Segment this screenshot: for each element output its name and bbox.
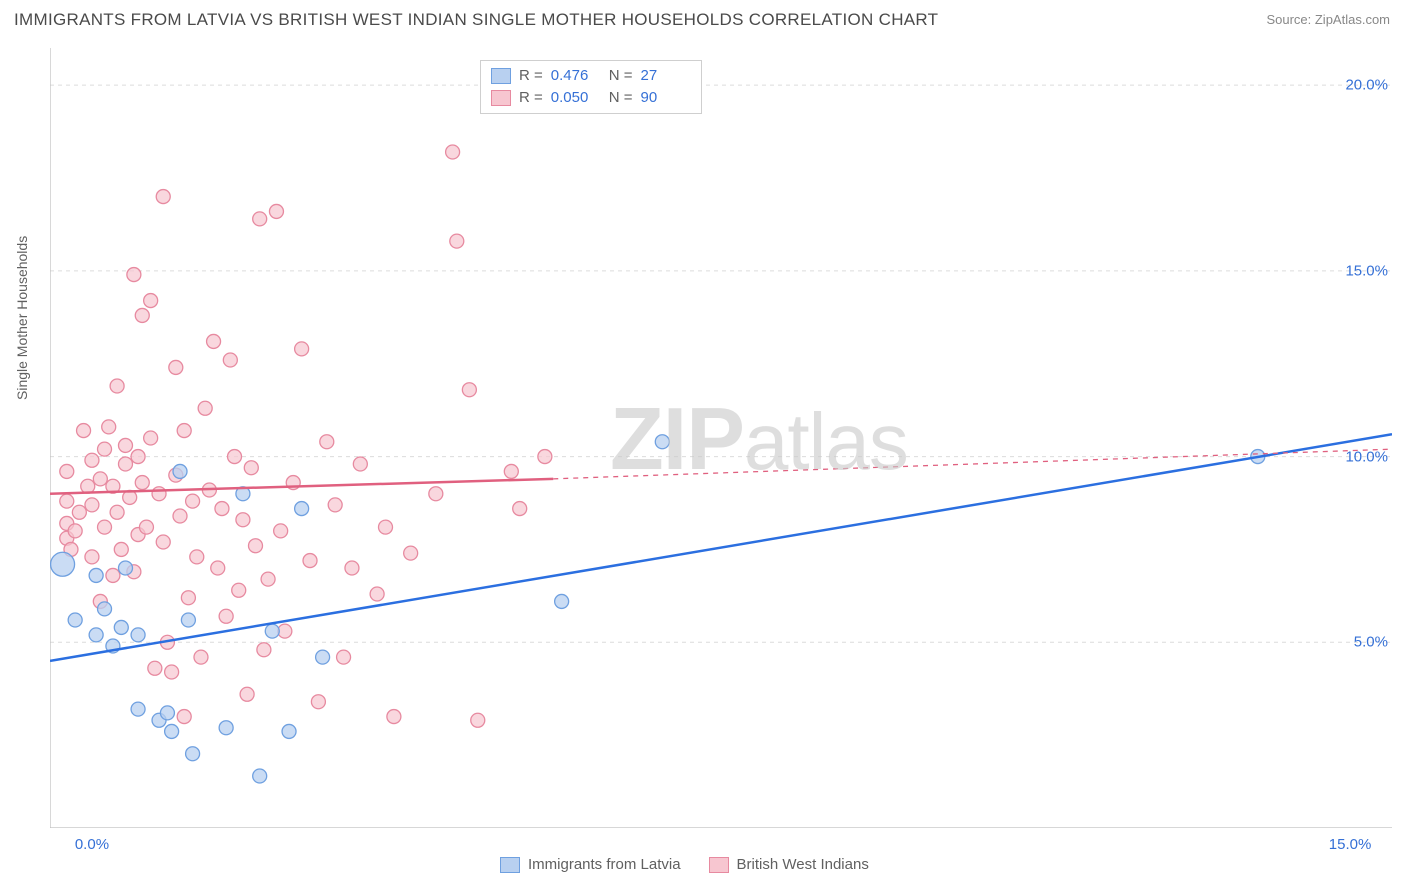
stats-legend: R = 0.476 N = 27 R = 0.050 N = 90 [480, 60, 702, 114]
r-value: 0.050 [551, 87, 601, 109]
chart-area: ZIPatlas R = 0.476 N = 27 R = 0.050 N = … [50, 48, 1392, 828]
series-legend-item: Immigrants from Latvia [500, 856, 681, 873]
legend-swatch [709, 857, 729, 873]
stats-legend-row: R = 0.050 N = 90 [491, 87, 691, 109]
n-value: 27 [641, 65, 691, 87]
y-tick-label: 10.0% [1345, 448, 1388, 465]
y-tick-label: 5.0% [1354, 634, 1388, 651]
legend-swatch [491, 68, 511, 84]
y-tick-label: 15.0% [1345, 262, 1388, 279]
series-legend-item: British West Indians [709, 856, 869, 873]
legend-swatch [491, 90, 511, 106]
scatter-chart [50, 48, 1392, 828]
stats-legend-row: R = 0.476 N = 27 [491, 65, 691, 87]
series-label: British West Indians [737, 856, 869, 873]
n-value: 90 [641, 87, 691, 109]
n-label: N = [609, 65, 633, 87]
series-label: Immigrants from Latvia [528, 856, 681, 873]
source-attribution: Source: ZipAtlas.com [1266, 12, 1390, 27]
series-legend: Immigrants from Latvia British West India… [500, 856, 897, 877]
y-tick-label: 20.0% [1345, 77, 1388, 94]
r-value: 0.476 [551, 65, 601, 87]
y-axis-label: Single Mother Households [14, 236, 30, 400]
x-tick-label: 15.0% [1329, 836, 1372, 853]
chart-title: IMMIGRANTS FROM LATVIA VS BRITISH WEST I… [14, 10, 938, 30]
legend-swatch [500, 857, 520, 873]
x-tick-label: 0.0% [75, 836, 109, 853]
r-label: R = [519, 65, 543, 87]
n-label: N = [609, 87, 633, 109]
r-label: R = [519, 87, 543, 109]
